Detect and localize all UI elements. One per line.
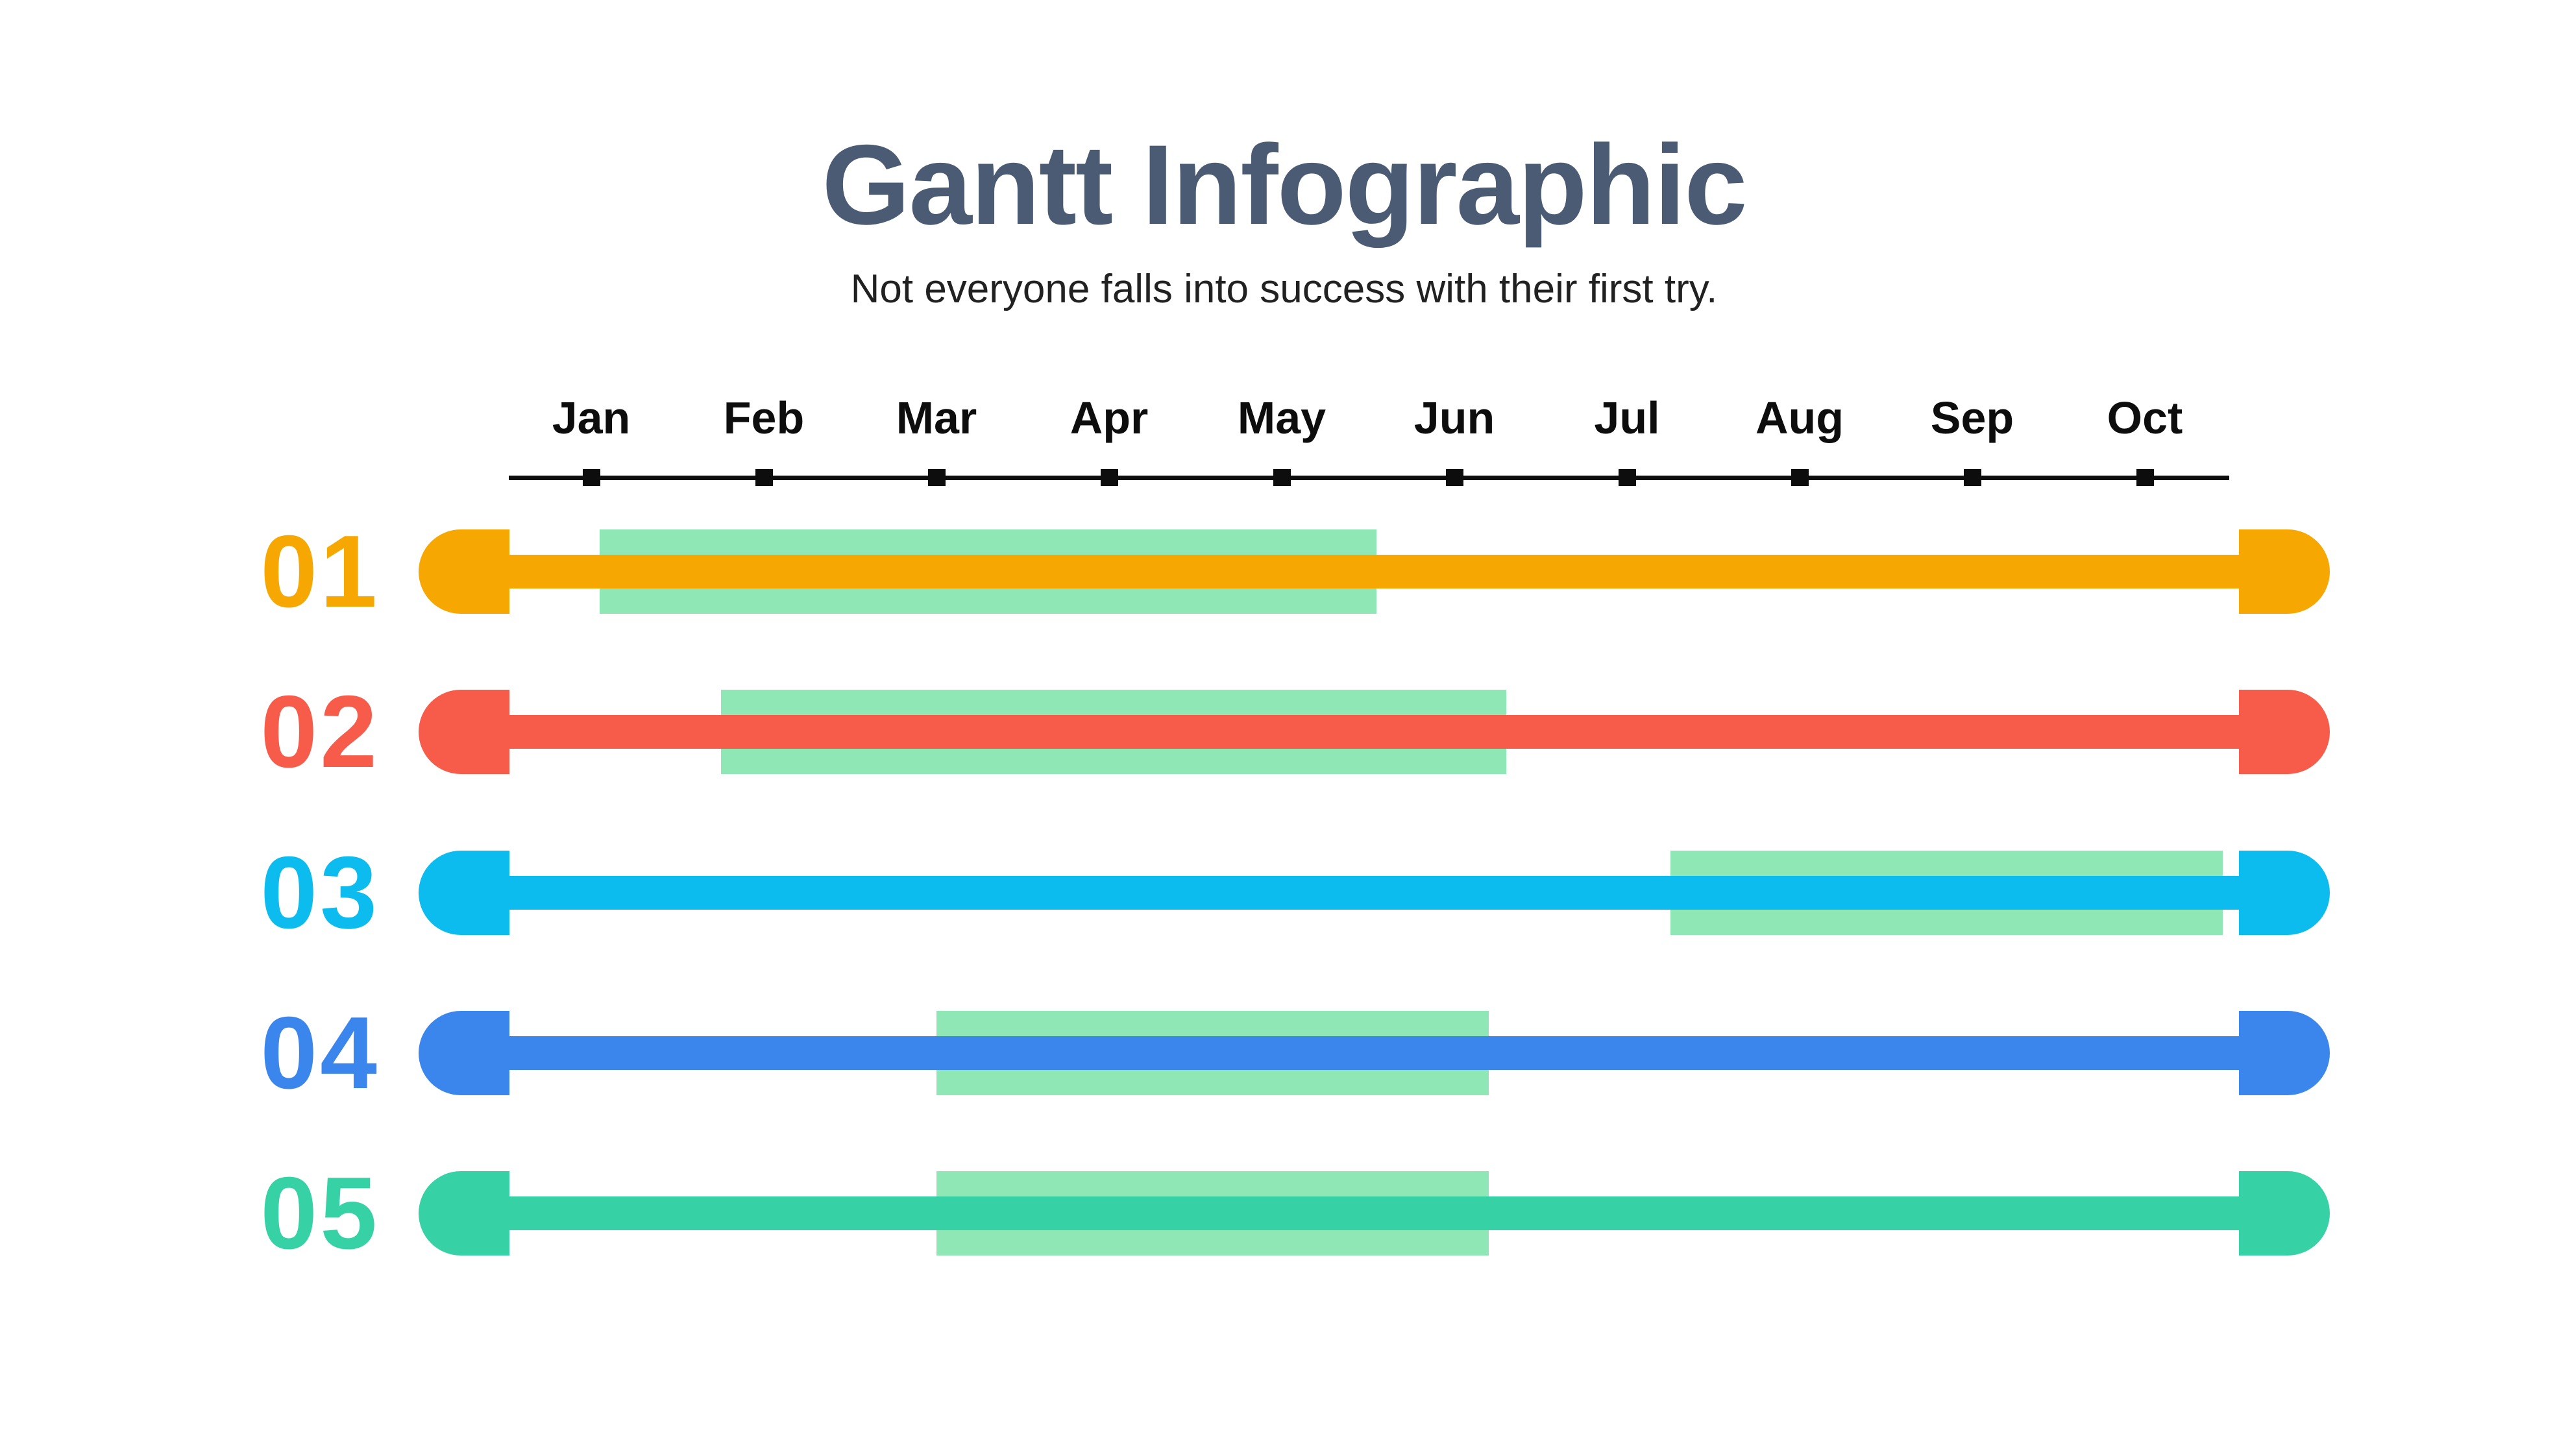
task-row: 02 [0,675,2568,790]
bar-right-cap [2239,1010,2330,1095]
month-label: Oct [2107,393,2183,443]
month-label: Mar [896,393,977,443]
task-row: 04 [0,995,2568,1110]
axis-tick-icon [583,469,600,486]
bar-left-cap [419,690,509,775]
month-label: Jul [1594,393,1660,443]
axis-tick-icon [1791,469,1809,486]
month-label: Aug [1755,393,1844,443]
axis-tick-icon [1101,469,1118,486]
axis-tick-icon [1446,469,1463,486]
bar-line [509,715,2239,749]
task-number-label: 05 [260,1156,380,1270]
task-number-label: 04 [260,995,380,1110]
month-label: May [1237,393,1327,443]
axis-tick-icon [1964,469,1981,486]
month-label: Jan [552,393,631,443]
page-title: Gantt Infographic [822,122,1747,249]
axis-tick-icon [2136,469,2154,486]
page-subtitle: Not everyone falls into success with the… [850,267,1718,311]
bar-right-cap [2239,850,2330,935]
bar-left-cap [419,850,509,935]
task-row: 05 [0,1156,2568,1270]
bar-line [509,1036,2239,1070]
month-label: Feb [723,393,805,443]
month-label: Apr [1070,393,1149,443]
axis-tick-icon [755,469,773,486]
task-number-label: 02 [260,675,380,790]
axis-tick-icon [1619,469,1636,486]
bar-right-cap [2239,690,2330,775]
bar-right-cap [2239,529,2330,614]
task-row: 01 [0,515,2568,629]
bar-left-cap [419,529,509,614]
month-label: Jun [1413,393,1495,443]
task-row: 03 [0,835,2568,950]
bar-right-cap [2239,1171,2330,1256]
bar-line [509,555,2239,588]
axis-line [509,476,2229,480]
month-label: Sep [1930,393,2014,443]
task-number-label: 03 [260,835,380,950]
bar-line [509,1196,2239,1230]
bar-line [509,875,2239,910]
bar-left-cap [419,1171,509,1256]
axis-tick-icon [928,469,946,486]
task-number-label: 01 [260,515,380,629]
bar-left-cap [419,1010,509,1095]
axis-tick-icon [1273,469,1291,486]
